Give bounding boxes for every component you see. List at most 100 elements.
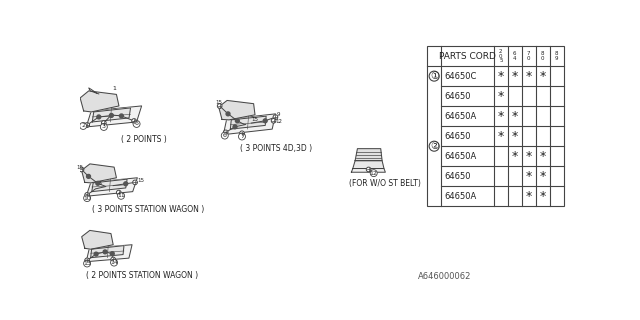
Polygon shape (355, 149, 382, 161)
Text: *: * (511, 110, 518, 123)
Text: 12: 12 (370, 171, 378, 176)
Circle shape (103, 250, 107, 254)
Circle shape (239, 131, 244, 136)
Circle shape (80, 123, 86, 129)
Circle shape (233, 125, 237, 129)
Text: 2
0
5: 2 0 5 (499, 49, 502, 63)
Text: 5: 5 (236, 119, 239, 124)
Circle shape (132, 180, 138, 185)
Circle shape (366, 167, 371, 172)
Text: *: * (498, 130, 504, 143)
Circle shape (84, 195, 91, 202)
Text: 7
0: 7 0 (527, 51, 531, 61)
Polygon shape (82, 230, 113, 249)
Circle shape (239, 133, 246, 140)
Text: *: * (540, 70, 546, 83)
Text: 9: 9 (277, 112, 280, 117)
Text: *: * (498, 90, 504, 103)
Circle shape (85, 123, 90, 127)
Polygon shape (223, 114, 275, 135)
Text: 14: 14 (110, 260, 118, 265)
Circle shape (370, 170, 377, 177)
Text: *: * (525, 150, 532, 163)
Polygon shape (86, 106, 141, 127)
Text: 8
9: 8 9 (555, 51, 558, 61)
Text: ( 3 POINTS STATION WAGON ): ( 3 POINTS STATION WAGON ) (92, 205, 204, 214)
Text: ( 2 POINTS STATION WAGON ): ( 2 POINTS STATION WAGON ) (86, 271, 198, 280)
Circle shape (429, 141, 439, 151)
Text: *: * (498, 110, 504, 123)
Text: *: * (511, 70, 518, 83)
Circle shape (132, 119, 136, 123)
Circle shape (133, 121, 140, 127)
Text: 64650A: 64650A (444, 112, 477, 121)
Circle shape (79, 167, 84, 172)
Circle shape (221, 132, 228, 139)
Circle shape (429, 71, 439, 81)
Text: 64650A: 64650A (444, 192, 477, 201)
Text: *: * (525, 190, 532, 203)
Text: A646000062: A646000062 (417, 272, 471, 281)
Circle shape (109, 114, 113, 117)
Circle shape (97, 115, 100, 119)
Text: 12: 12 (275, 119, 282, 124)
Polygon shape (81, 164, 116, 183)
Circle shape (100, 124, 108, 131)
Circle shape (124, 182, 127, 186)
Text: 8
0: 8 0 (541, 51, 545, 61)
Polygon shape (230, 116, 266, 129)
Polygon shape (92, 179, 127, 192)
Circle shape (84, 258, 90, 263)
Text: 1: 1 (112, 86, 116, 92)
Polygon shape (353, 161, 384, 169)
Polygon shape (86, 178, 138, 196)
Text: 64650: 64650 (444, 132, 471, 141)
Text: (FOR W/O ST BELT): (FOR W/O ST BELT) (349, 179, 420, 188)
Circle shape (271, 118, 276, 123)
Text: 10: 10 (83, 196, 91, 201)
Text: 6
4: 6 4 (513, 51, 516, 61)
Text: *: * (511, 150, 518, 163)
Polygon shape (219, 100, 255, 120)
Circle shape (223, 130, 228, 135)
Text: 8: 8 (97, 181, 101, 186)
Polygon shape (80, 91, 119, 112)
Circle shape (86, 174, 90, 178)
Circle shape (218, 104, 222, 108)
Circle shape (96, 181, 100, 185)
Circle shape (111, 257, 115, 262)
Text: 15: 15 (137, 178, 144, 183)
Text: 6: 6 (223, 133, 227, 138)
Polygon shape (351, 169, 385, 172)
Bar (428, 46, 564, 206)
Circle shape (102, 121, 106, 125)
Text: 6: 6 (134, 122, 138, 126)
Text: 15: 15 (76, 164, 83, 170)
Text: 13: 13 (83, 261, 91, 266)
Text: *: * (525, 70, 532, 83)
Text: 2: 2 (81, 124, 85, 128)
Text: ( 3 POINTS 4D,3D ): ( 3 POINTS 4D,3D ) (240, 144, 312, 153)
Text: 64650: 64650 (444, 172, 471, 181)
Circle shape (94, 252, 98, 256)
Text: 7: 7 (240, 134, 244, 139)
Text: 64650A: 64650A (444, 152, 477, 161)
Text: ②: ② (430, 141, 438, 151)
Circle shape (120, 114, 124, 118)
Circle shape (116, 190, 121, 195)
Text: 11: 11 (117, 193, 125, 198)
Text: *: * (498, 70, 504, 83)
Text: *: * (540, 170, 546, 183)
Polygon shape (92, 108, 131, 122)
Text: 15: 15 (215, 100, 222, 105)
Polygon shape (91, 246, 124, 258)
Circle shape (84, 260, 91, 267)
Text: 15: 15 (252, 117, 259, 122)
Polygon shape (86, 245, 132, 262)
Circle shape (85, 193, 90, 197)
Text: 64650C: 64650C (444, 72, 477, 81)
Circle shape (111, 259, 118, 266)
Circle shape (263, 119, 267, 123)
Circle shape (273, 115, 278, 119)
Text: ( 2 POINTS ): ( 2 POINTS ) (121, 135, 166, 144)
